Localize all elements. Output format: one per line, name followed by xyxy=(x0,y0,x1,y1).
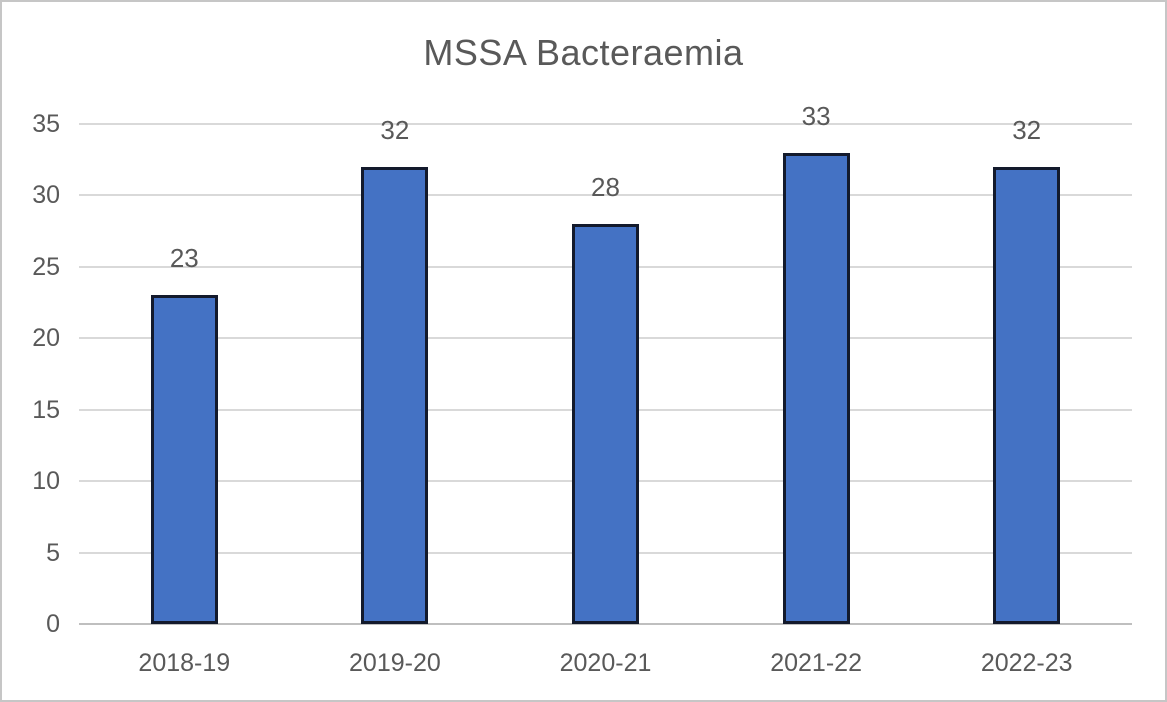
x-tick-label-2022-23: 2022-23 xyxy=(980,649,1073,677)
x-tick-label-2019-20: 2019-20 xyxy=(349,649,441,677)
x-axis-line xyxy=(79,623,1132,625)
plot-area: 23 32 28 33 32 xyxy=(79,101,1132,625)
bar-value-label-2021-22: 33 xyxy=(801,100,831,131)
bar-2018-19 xyxy=(150,295,218,624)
bar-2019-20 xyxy=(361,166,429,624)
x-tick-label-2018-19: 2018-19 xyxy=(138,649,231,677)
x-tick-label-2020-21: 2020-21 xyxy=(559,649,652,677)
x-tick-label-2021-22: 2021-22 xyxy=(770,649,862,677)
y-tick-label-20: 20 xyxy=(32,324,60,353)
y-tick-label-0: 0 xyxy=(46,610,60,638)
bar-2022-23 xyxy=(993,166,1061,624)
bar-2020-21 xyxy=(572,224,639,624)
y-tick-label-30: 30 xyxy=(32,181,60,210)
y-tick-label-25: 25 xyxy=(32,252,60,281)
bar-value-label-2022-23: 32 xyxy=(1012,114,1042,145)
bar-value-label-2020-21: 28 xyxy=(591,172,620,202)
y-tick-label-35: 35 xyxy=(32,110,60,138)
y-tick-label-15: 15 xyxy=(32,395,60,424)
bar-2021-22 xyxy=(782,152,850,624)
gridline-y30 xyxy=(79,194,1132,197)
gridline-y35 xyxy=(79,123,1132,125)
bar-value-label-2018-19: 23 xyxy=(169,243,199,274)
bar-value-label-2019-20: 32 xyxy=(380,114,410,145)
y-tick-label-5: 5 xyxy=(46,538,60,567)
y-tick-label-10: 10 xyxy=(32,467,60,496)
chart-title: MSSA Bacteraemia xyxy=(423,32,744,73)
